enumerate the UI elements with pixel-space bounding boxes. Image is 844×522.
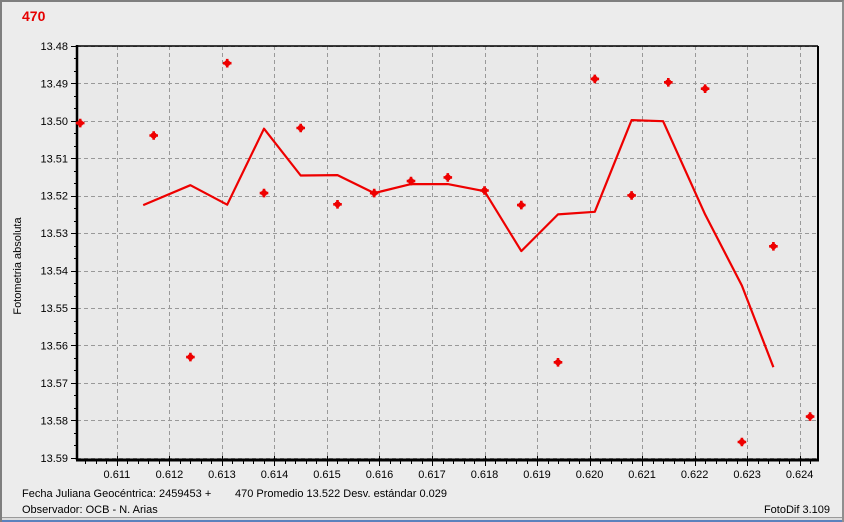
x-tick-label: 0.611 xyxy=(104,469,131,481)
data-point xyxy=(187,354,194,361)
x-tick-label: 0.621 xyxy=(628,469,656,481)
data-point xyxy=(702,85,709,92)
data-point xyxy=(444,174,451,181)
data-point xyxy=(770,243,777,250)
data-point xyxy=(738,438,746,446)
data-point xyxy=(150,132,157,139)
y-tick-label: 13.54 xyxy=(40,266,68,278)
data-point xyxy=(807,413,814,420)
statistics-label: 470 Promedio 13.522 Desv. estándar 0.029 xyxy=(235,488,447,500)
window-bottom-edge xyxy=(2,517,842,522)
x-tick-label: 0.612 xyxy=(156,469,184,481)
mean-curve-line xyxy=(142,118,775,368)
y-tick-label: 13.56 xyxy=(40,340,68,352)
y-tick-label: 13.57 xyxy=(40,378,68,390)
y-tick-label: 13.55 xyxy=(40,303,68,315)
data-point xyxy=(260,190,268,197)
x-tick-label: 0.622 xyxy=(681,469,709,481)
x-tick-label: 0.619 xyxy=(523,469,551,481)
data-point xyxy=(297,124,304,132)
x-tick-label: 0.617 xyxy=(418,469,446,481)
x-tick-label: 0.616 xyxy=(366,469,394,481)
observer-label: Observador: OCB - N. Arias xyxy=(22,504,158,516)
x-tick-label: 0.614 xyxy=(261,469,289,481)
data-point xyxy=(518,202,525,209)
data-point xyxy=(591,75,598,82)
x-tick-label: 0.620 xyxy=(576,469,604,481)
data-point xyxy=(224,60,231,67)
y-tick-label: 13.48 xyxy=(40,41,68,53)
julian-date-label: Fecha Juliana Geocéntrica: 2459453 + xyxy=(22,488,212,500)
x-tick-label: 0.623 xyxy=(733,469,761,481)
x-tick-label: 0.615 xyxy=(313,469,341,481)
y-tick-label: 13.53 xyxy=(40,228,68,240)
y-tick-label: 13.59 xyxy=(40,453,68,465)
y-tick-label: 13.52 xyxy=(40,191,68,203)
y-tick-label: 13.49 xyxy=(40,78,68,90)
data-point xyxy=(407,178,415,185)
x-tick-label: 0.624 xyxy=(786,469,814,481)
x-tick-label: 0.613 xyxy=(208,469,236,481)
chart-title: 470 xyxy=(22,8,46,24)
plot-area xyxy=(77,46,818,460)
data-point xyxy=(334,201,341,208)
data-point xyxy=(554,359,562,366)
data-point xyxy=(665,79,672,86)
data-point xyxy=(628,192,635,199)
y-tick-label: 13.58 xyxy=(40,415,68,427)
x-tick-label: 0.618 xyxy=(471,469,499,481)
app-version-label: FotoDif 3.109 xyxy=(763,504,830,516)
y-tick-label: 13.50 xyxy=(40,116,68,128)
y-tick-label: 13.51 xyxy=(40,153,68,165)
data-point xyxy=(77,120,84,127)
